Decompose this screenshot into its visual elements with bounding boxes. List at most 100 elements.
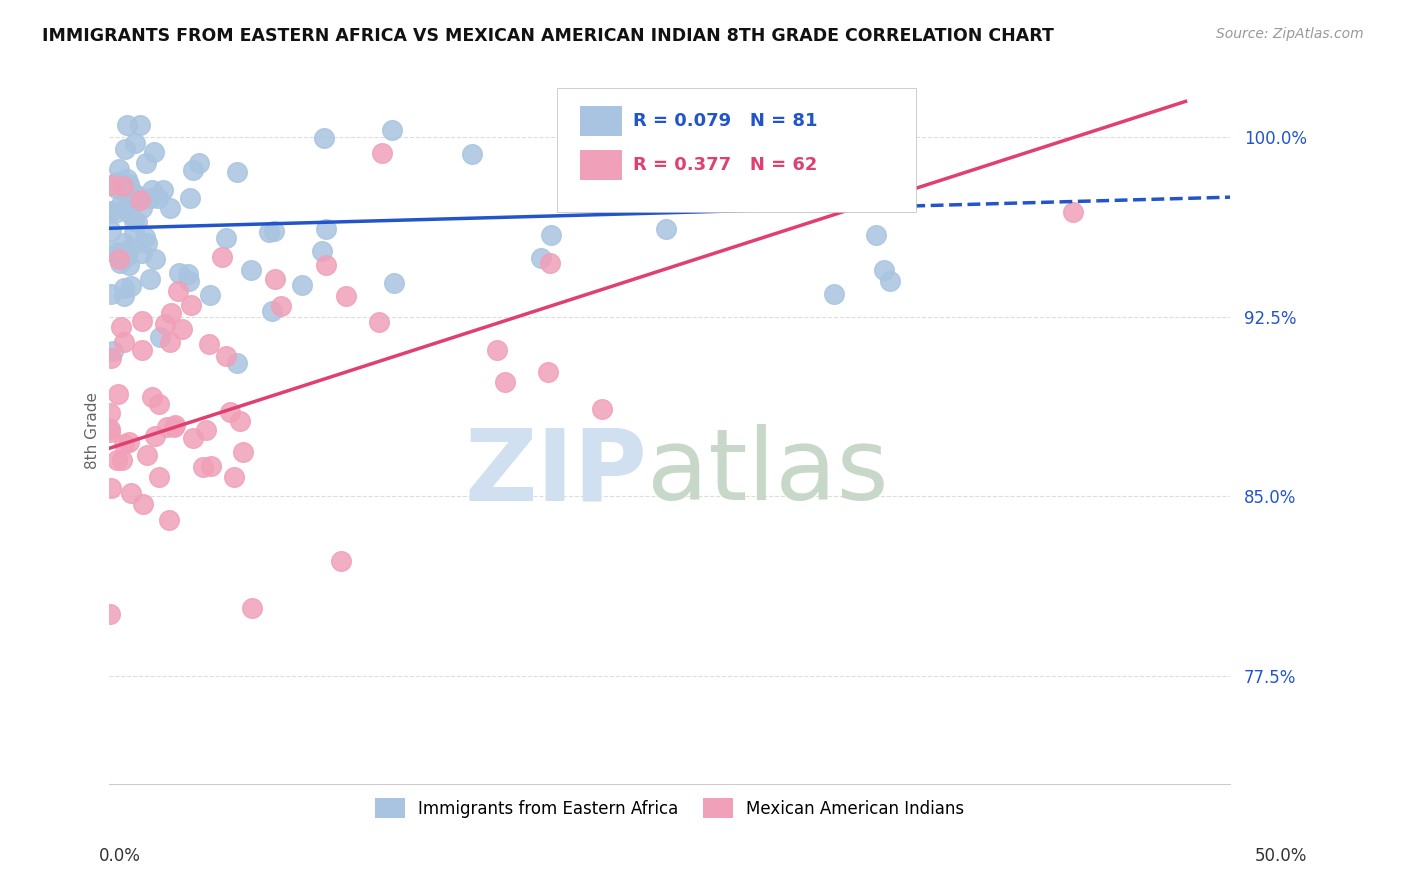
Point xyxy=(127,215,149,229)
Point xyxy=(135,155,157,169)
Point xyxy=(110,320,132,334)
Point xyxy=(124,187,146,202)
Point xyxy=(264,272,287,286)
Point xyxy=(191,459,214,474)
Point xyxy=(879,274,901,288)
Point xyxy=(98,425,121,439)
Point xyxy=(143,429,166,443)
Text: 50.0%: 50.0% xyxy=(1256,847,1308,865)
Point xyxy=(536,365,558,379)
Point xyxy=(112,335,135,350)
Point xyxy=(131,246,153,260)
Point xyxy=(177,267,200,281)
Point xyxy=(105,181,128,195)
Point xyxy=(367,315,389,329)
Point xyxy=(135,236,157,251)
Point xyxy=(112,281,135,295)
Text: Source: ZipAtlas.com: Source: ZipAtlas.com xyxy=(1216,27,1364,41)
Point xyxy=(107,386,129,401)
Point xyxy=(103,343,125,358)
Point xyxy=(122,213,145,227)
Point xyxy=(136,448,159,462)
Point xyxy=(141,390,163,404)
Point xyxy=(381,123,404,137)
Point xyxy=(263,224,285,238)
Y-axis label: 8th Grade: 8th Grade xyxy=(86,392,100,469)
Point xyxy=(179,273,201,287)
Point xyxy=(108,256,131,270)
Point xyxy=(655,222,678,236)
Point xyxy=(118,434,141,449)
Point xyxy=(148,396,170,410)
Point xyxy=(105,453,128,467)
FancyBboxPatch shape xyxy=(579,106,623,136)
Point xyxy=(540,227,562,242)
Point xyxy=(100,224,122,238)
Point xyxy=(384,276,406,290)
Point xyxy=(107,252,129,266)
Point xyxy=(218,405,240,419)
FancyBboxPatch shape xyxy=(579,150,623,180)
Point xyxy=(120,486,142,500)
Point xyxy=(315,258,337,272)
Point xyxy=(107,176,129,190)
Point xyxy=(170,321,193,335)
Point xyxy=(100,351,122,365)
Point xyxy=(270,299,292,313)
Point xyxy=(198,287,221,301)
Point xyxy=(112,245,135,260)
Point xyxy=(105,246,128,260)
Point xyxy=(163,417,186,432)
Point xyxy=(179,191,201,205)
Point xyxy=(591,401,613,416)
Point xyxy=(100,287,122,301)
Point xyxy=(239,262,262,277)
Point xyxy=(167,284,190,298)
Point xyxy=(112,235,135,250)
Text: IMMIGRANTS FROM EASTERN AFRICA VS MEXICAN AMERICAN INDIAN 8TH GRADE CORRELATION : IMMIGRANTS FROM EASTERN AFRICA VS MEXICA… xyxy=(42,27,1054,45)
Point xyxy=(115,118,138,132)
Point xyxy=(224,469,246,483)
Point xyxy=(141,183,163,197)
Text: atlas: atlas xyxy=(647,425,889,522)
Point xyxy=(312,130,335,145)
Point xyxy=(121,198,143,212)
Point xyxy=(128,118,150,132)
Point xyxy=(112,437,135,451)
Point xyxy=(110,453,132,467)
Point xyxy=(118,206,141,220)
Point xyxy=(134,230,156,244)
Point xyxy=(153,318,176,332)
Point xyxy=(159,306,181,320)
Point xyxy=(1062,205,1084,219)
FancyBboxPatch shape xyxy=(557,88,917,211)
Point xyxy=(291,277,314,292)
Point xyxy=(215,231,238,245)
Point xyxy=(100,178,122,192)
Point xyxy=(143,252,166,266)
Point xyxy=(699,118,721,132)
Point xyxy=(124,136,146,151)
Point xyxy=(226,356,249,370)
Point xyxy=(98,607,121,621)
Point xyxy=(183,162,205,177)
Point xyxy=(117,181,139,195)
Point xyxy=(159,513,181,527)
Point xyxy=(371,145,394,160)
Point xyxy=(141,191,163,205)
Point xyxy=(195,424,218,438)
Point xyxy=(198,337,221,351)
Point xyxy=(132,497,155,511)
Point xyxy=(129,193,152,207)
Point xyxy=(257,225,280,239)
Point xyxy=(630,128,652,143)
Point xyxy=(120,242,142,256)
Point xyxy=(240,600,263,615)
Point xyxy=(98,406,121,420)
Point xyxy=(152,183,174,197)
Point xyxy=(187,156,209,170)
Point xyxy=(118,177,141,191)
Point xyxy=(98,205,121,219)
Point xyxy=(148,470,170,484)
Point xyxy=(115,191,138,205)
